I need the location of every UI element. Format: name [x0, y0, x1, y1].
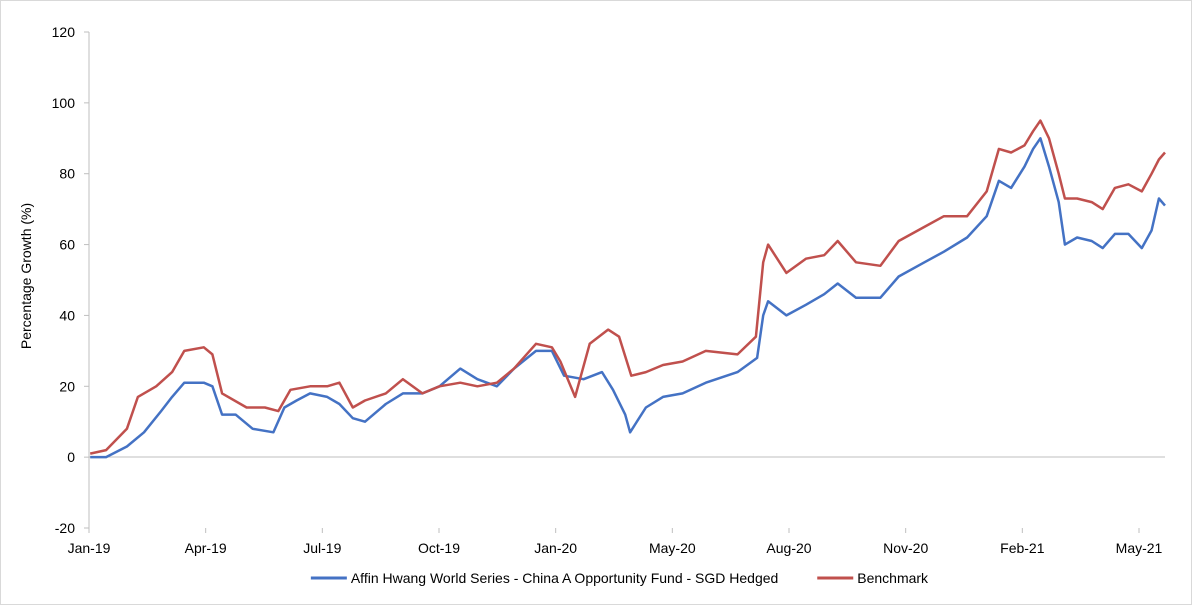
y-tick-label: 40 — [59, 307, 75, 323]
series-line-benchmark — [89, 119, 1166, 455]
x-tick-label: Nov-20 — [883, 540, 928, 556]
y-tick-label: 20 — [59, 378, 75, 394]
y-tick-label: 80 — [59, 166, 75, 182]
y-tick-label: 0 — [67, 449, 75, 465]
legend-label: Benchmark — [857, 570, 929, 586]
y-tick-label: 120 — [52, 24, 76, 40]
series-line-fund — [90, 137, 1166, 459]
axes: -20 0 20 40 60 80 100 120 Jan-19 Apr-19 Jul-19 Oct-… — [52, 24, 1165, 556]
x-tick-label: May-21 — [1116, 540, 1163, 556]
x-tick-label: Aug-20 — [766, 540, 811, 556]
x-tick-label: May-20 — [649, 540, 696, 556]
y-tick-label: -20 — [55, 520, 75, 536]
x-tick-label: Feb-21 — [1000, 540, 1045, 556]
y-tick-label: 100 — [52, 95, 76, 111]
legend-label: Affin Hwang World Series - China A Oppor… — [351, 570, 778, 586]
legend: Affin Hwang World Series - China A Oppor… — [310, 570, 929, 586]
x-tick-label: Oct-19 — [418, 540, 460, 556]
series-lines — [89, 119, 1166, 459]
x-tick-label: Jan-20 — [534, 540, 577, 556]
y-axis-title: Percentage Growth (%) — [18, 203, 34, 349]
x-tick-label: Jan-19 — [68, 540, 111, 556]
y-tick-label: 60 — [59, 237, 75, 253]
x-tick-label: Apr-19 — [185, 540, 227, 556]
x-tick-label: Jul-19 — [303, 540, 341, 556]
